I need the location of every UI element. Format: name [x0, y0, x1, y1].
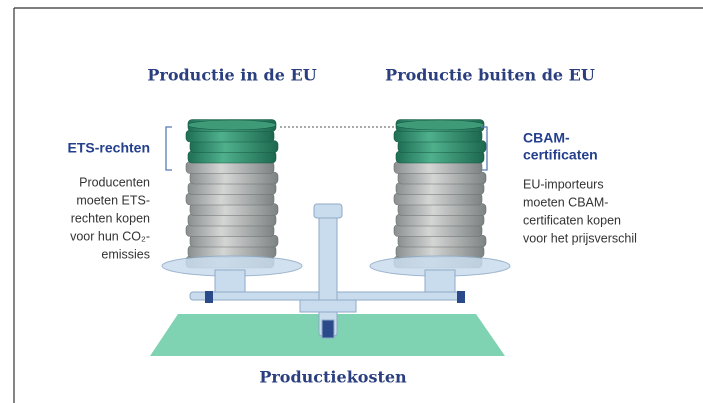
description-line: moeten ETS-: [76, 193, 150, 207]
heading: Productie in de EU: [147, 66, 316, 85]
post-base: [300, 300, 356, 312]
page: {"left": {"heading": "Productie in de EU…: [0, 0, 703, 403]
label: CBAM-: [523, 130, 570, 146]
description-line: voor het prijsverschil: [523, 231, 637, 245]
heading: Productie buiten de EU: [385, 66, 595, 85]
description-line: certificaten kopen: [523, 213, 621, 227]
description-line: emissies: [101, 247, 150, 261]
description-line: rechten kopen: [71, 211, 150, 225]
label: ETS-rechten: [68, 140, 150, 156]
infographic: Productie in de EU Productie buiten de E…: [0, 0, 703, 403]
coin-top: [396, 120, 484, 130]
coin-top: [188, 120, 276, 130]
description-line: EU-importeurs: [523, 177, 604, 191]
right-knob: [457, 291, 465, 303]
labels: ETS-rechten Producenten moeten ETS-rechten…: [68, 130, 637, 262]
description-line: Producenten: [79, 175, 150, 189]
left-knob: [205, 291, 213, 303]
post-top: [314, 204, 342, 218]
post: [319, 208, 337, 336]
description-line: moeten CBAM-: [523, 195, 608, 209]
footer: Productiekosten: [259, 368, 407, 387]
post-foot: [322, 320, 334, 338]
description-line: voor hun CO₂-: [70, 229, 150, 243]
label: certificaten: [523, 147, 598, 163]
left-bracket: [166, 127, 172, 170]
